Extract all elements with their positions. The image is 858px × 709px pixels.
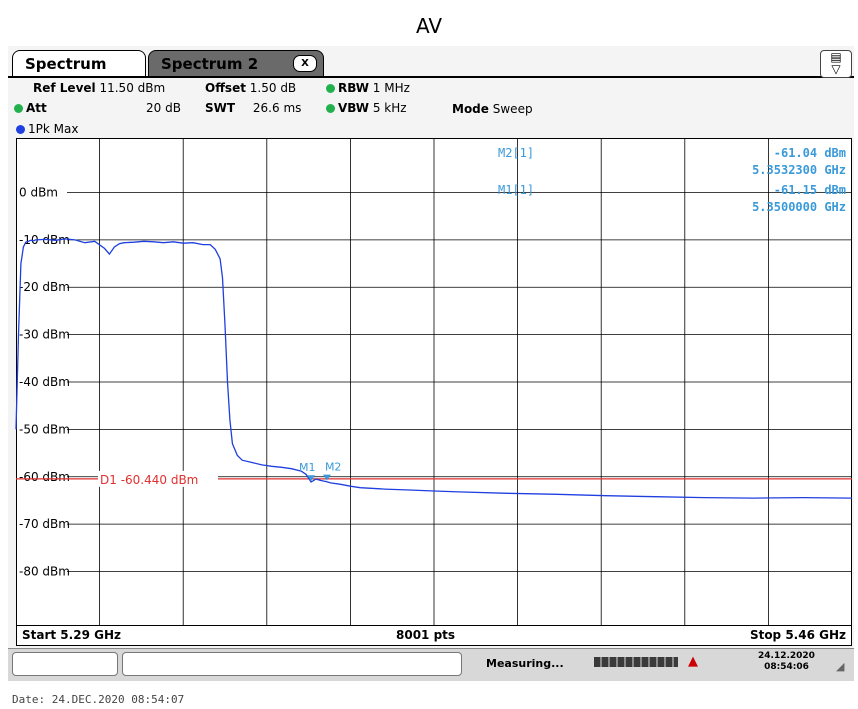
marker-readout-m2-freq: 5.3532300 GHz (752, 163, 846, 177)
y-tick-label-bg (17, 469, 67, 484)
rbw-label: RBW (338, 81, 369, 95)
offset-value: 1.50 dB (249, 81, 297, 95)
ref-level-label: Ref Level (33, 81, 96, 95)
y-tick-label-bg (17, 375, 67, 389)
att-setting: Att (14, 101, 47, 115)
vbw-setting: VBW 5 kHz (326, 101, 407, 115)
status-logo-icon: ▲ (688, 654, 698, 669)
tab-spectrum-2[interactable]: Spectrum 2 (148, 50, 324, 76)
display-line-group: D1 -60.440 dBm (16, 470, 852, 487)
ref-level-setting: Ref Level 11.50 dBm (33, 81, 165, 95)
y-tick-label: -70 dBm (19, 517, 70, 531)
measuring-status: Measuring... (486, 657, 564, 670)
coupled-indicator-icon (326, 84, 335, 93)
status-time: 08:54:06 (764, 662, 809, 672)
trace-label: 1Pk Max (16, 122, 78, 136)
resize-grip-icon[interactable]: ◢ (836, 660, 845, 673)
marker-m2-label: M2 (325, 461, 342, 474)
offset-setting: Offset 1.50 dB (205, 81, 296, 95)
swt-label: SWT (205, 101, 236, 115)
y-tick-label-bg (17, 327, 67, 342)
trace-line (15, 238, 853, 499)
status-date: 24.12.2020 (758, 651, 815, 661)
y-tick-label-bg (17, 564, 67, 579)
swt-value: 26.6 ms (252, 101, 302, 115)
swt-setting: SWT 26.6 ms (205, 101, 301, 115)
y-tick-label: -20 dBm (19, 280, 70, 294)
date-line: Date: 24.DEC.2020 08:54:07 (12, 693, 185, 706)
marker-readout-m1-name: M1[1] (498, 183, 535, 197)
mode-setting: Mode Sweep (452, 102, 533, 116)
marker-readout-m1-level: -61.15 dBm (773, 183, 846, 197)
y-tick-label: -60 dBm (19, 470, 70, 484)
coupled-indicator-icon (14, 104, 23, 113)
mode-label: Mode (452, 102, 489, 116)
y-tick-label-bg (17, 280, 67, 295)
tab-spectrum[interactable]: Spectrum (12, 50, 146, 76)
mode-value: Sweep (492, 102, 533, 116)
vbw-label: VBW (338, 101, 370, 115)
y-tick-label-bg (17, 422, 67, 437)
vbw-value: 5 kHz (372, 101, 407, 115)
rbw-setting: RBW 1 MHz (326, 81, 410, 95)
marker-m2-icon (322, 474, 331, 481)
figure-title: AV (415, 14, 443, 38)
offset-label: Offset (205, 81, 246, 95)
trace-indicator-icon (16, 125, 25, 134)
menu-icon: ▤ ▽ (830, 50, 842, 76)
y-tick-label: -80 dBm (19, 565, 70, 579)
sweep-points: 8001 pts (396, 628, 456, 642)
y-tick-labels: 0 dBm-10 dBm-20 dBm-30 dBm-40 dBm-50 dBm… (17, 185, 70, 579)
marker-readout-m2-name: M2[1] (498, 146, 535, 160)
display-line-label-bg (98, 470, 218, 487)
marker-group: M1 M2 (299, 461, 341, 482)
status-field-2[interactable] (122, 652, 462, 676)
close-icon[interactable]: X (293, 55, 317, 72)
rbw-value: 1 MHz (372, 81, 410, 95)
trace-label-text: 1Pk Max (28, 122, 79, 136)
ref-level-value: 11.50 dBm (99, 81, 166, 95)
marker-m1-icon (307, 475, 316, 482)
grid (16, 138, 852, 626)
y-tick-label: -40 dBm (19, 375, 70, 389)
marker-m1-label: M1 (299, 461, 316, 474)
tab-divider (8, 76, 854, 78)
display-line-label: D1 -60.440 dBm (100, 473, 198, 487)
y-tick-label-bg (17, 517, 67, 532)
menu-button[interactable]: ▤ ▽ (820, 50, 852, 78)
marker-readout-m1-freq: 5.3500000 GHz (752, 200, 846, 214)
y-tick-label-bg (17, 185, 67, 200)
y-tick-label: 0 dBm (19, 185, 58, 199)
progress-bar (594, 657, 678, 667)
footer-bar (16, 626, 852, 646)
stop-frequency: Stop 5.46 GHz (749, 628, 846, 642)
y-tick-label: -50 dBm (19, 422, 70, 436)
status-field-1[interactable] (12, 652, 118, 676)
y-tick-label: -30 dBm (19, 328, 70, 342)
status-datetime: 24.12.2020 08:54:06 (758, 651, 815, 673)
att-label: Att (26, 101, 47, 115)
marker-readout-m2-level: -61.04 dBm (773, 146, 846, 160)
start-frequency: Start 5.29 GHz (22, 628, 121, 642)
coupled-indicator-icon (326, 104, 335, 113)
att-value: 20 dB (146, 101, 181, 115)
